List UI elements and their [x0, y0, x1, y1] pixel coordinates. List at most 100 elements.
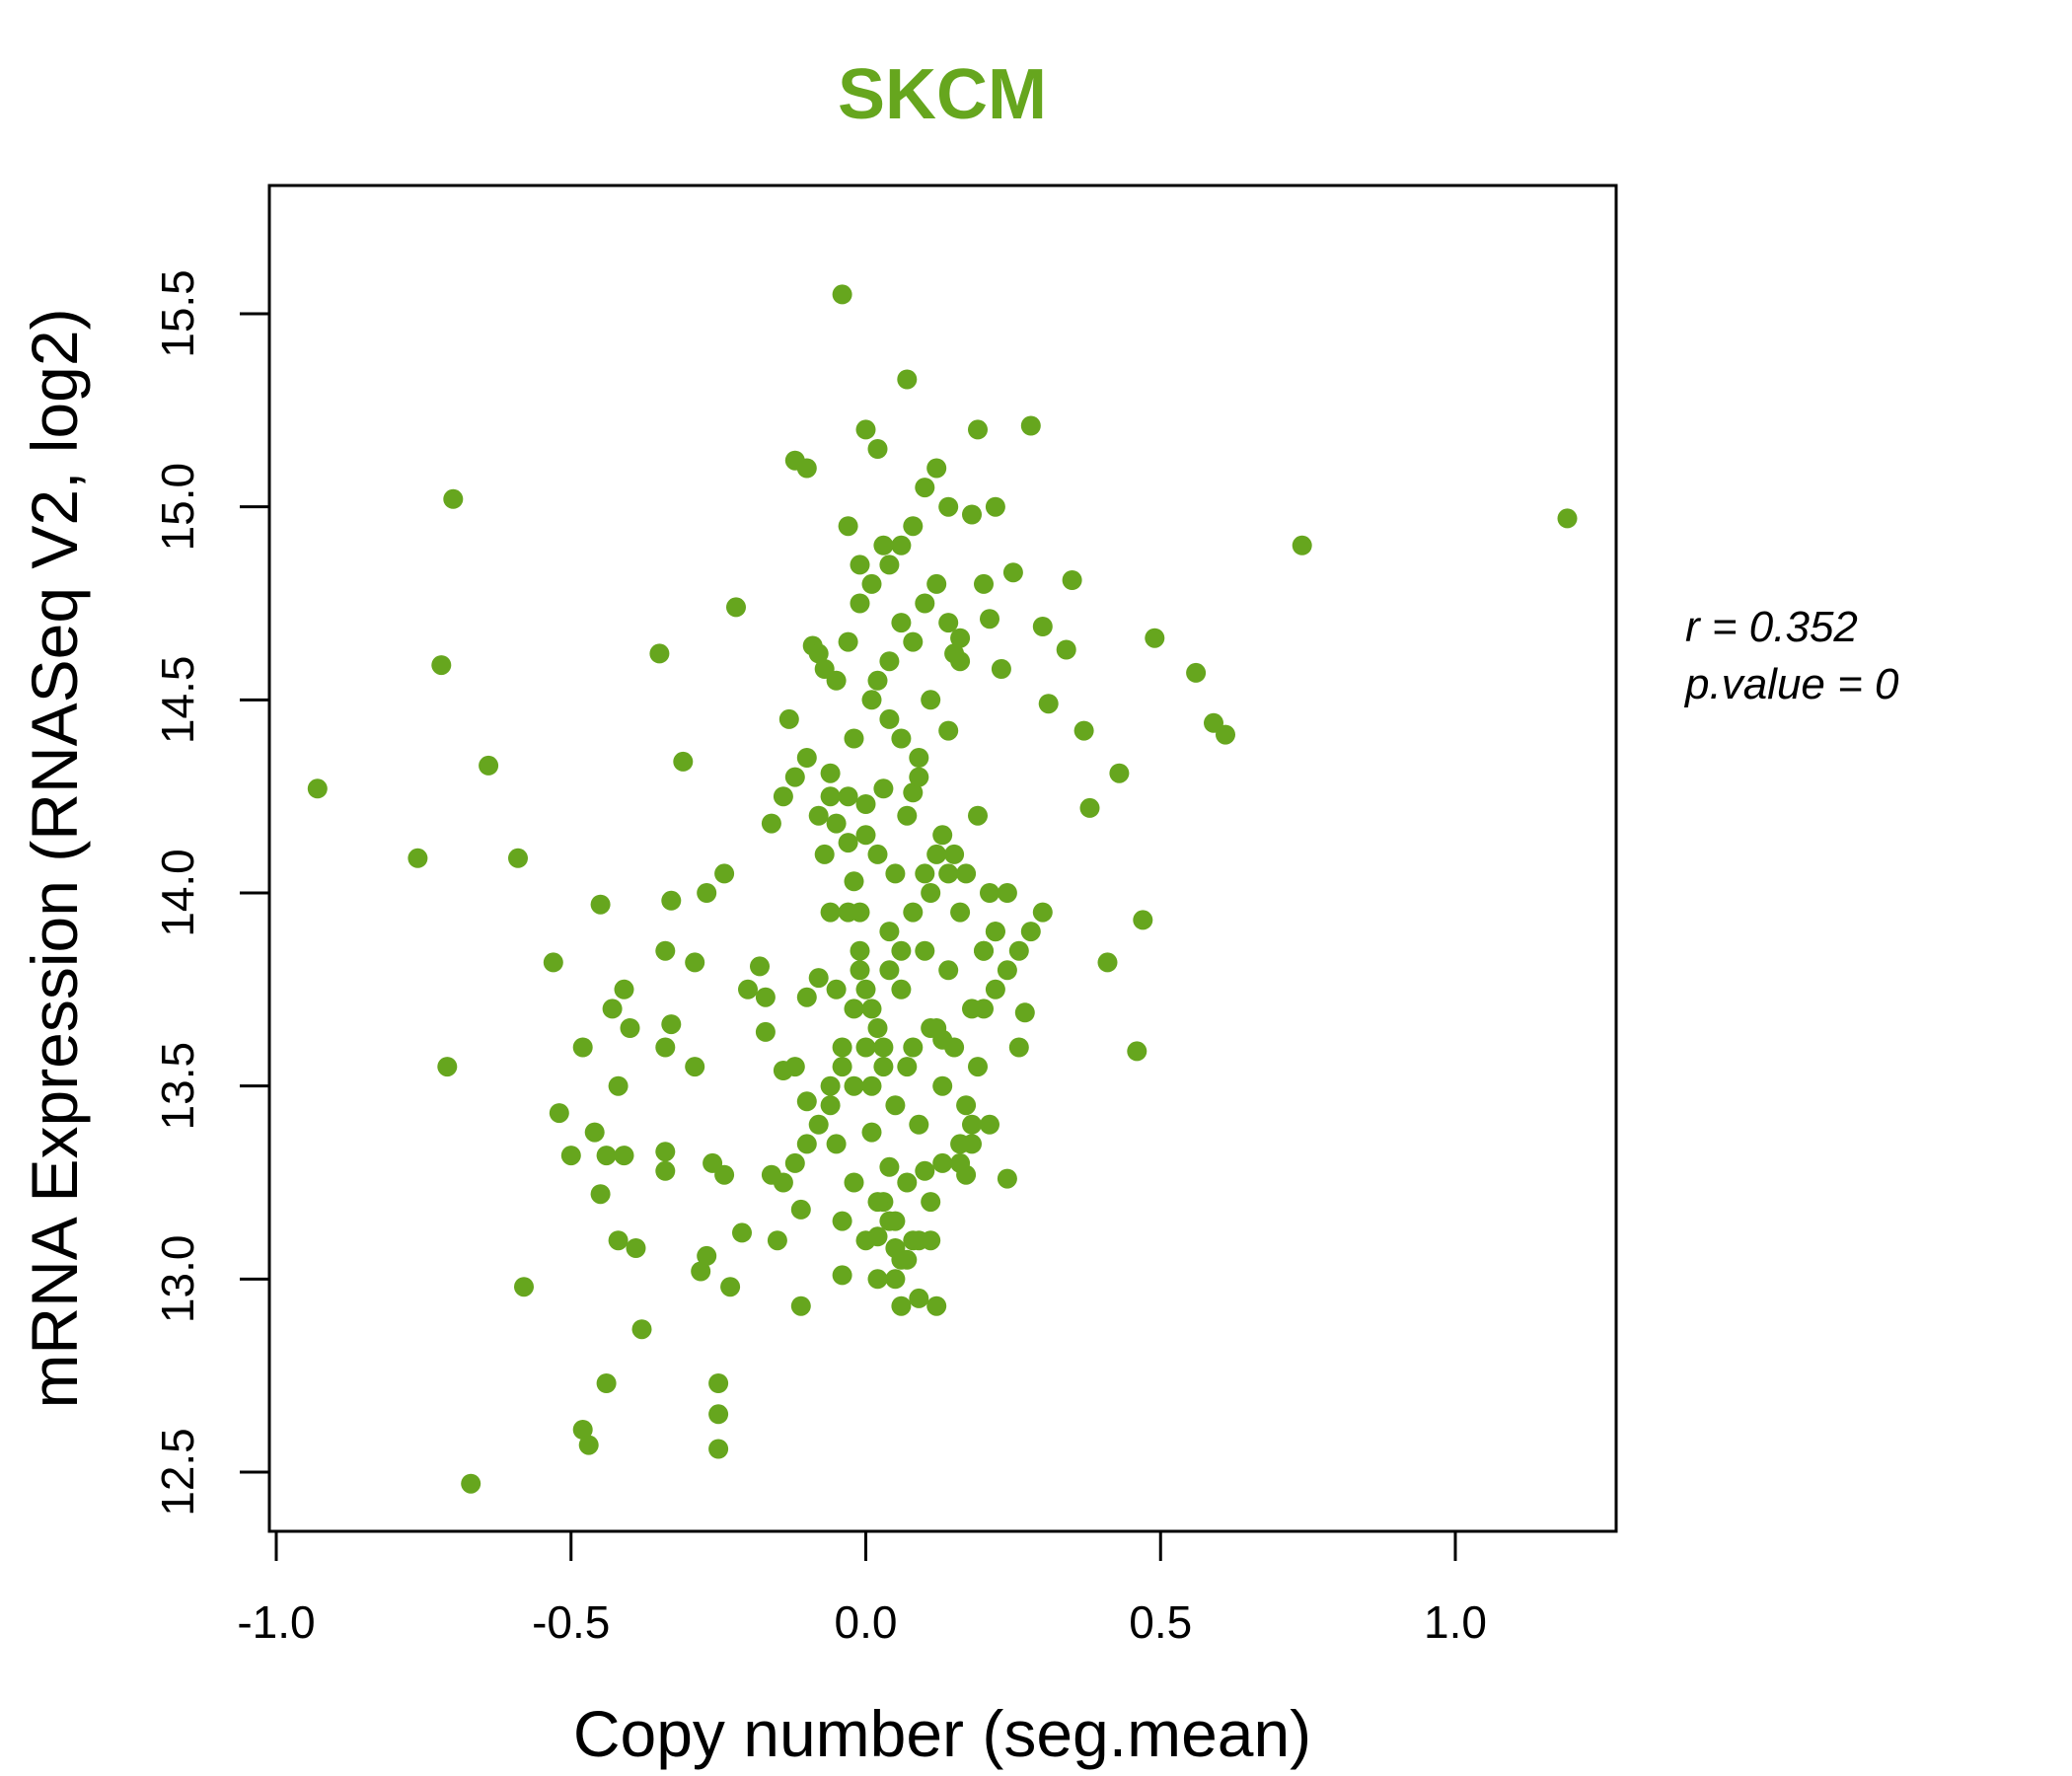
- data-point: [708, 1373, 729, 1393]
- data-point: [867, 1018, 888, 1038]
- data-point: [1109, 763, 1130, 783]
- data-point: [838, 786, 858, 807]
- data-point: [820, 1075, 841, 1096]
- data-point: [407, 848, 428, 868]
- data-point: [826, 813, 847, 834]
- data-point: [879, 960, 900, 981]
- data-point: [950, 628, 971, 648]
- x-axis: -1.0 -0.5 0.0 0.5 1.0: [237, 1529, 1487, 1648]
- data-point: [832, 1265, 852, 1286]
- data-point: [832, 284, 852, 305]
- y-tick-label: 13.0: [152, 1235, 203, 1324]
- y-tick-label: 15.5: [152, 269, 203, 358]
- data-point: [479, 755, 499, 776]
- data-point: [879, 922, 900, 942]
- data-point: [985, 979, 1005, 999]
- data-point: [850, 555, 870, 575]
- data-point: [997, 883, 1017, 903]
- data-point: [873, 535, 894, 555]
- data-point: [755, 987, 776, 1007]
- data-point: [1056, 639, 1076, 660]
- data-point: [767, 1230, 787, 1251]
- data-point: [844, 1075, 864, 1096]
- data-point: [962, 1134, 982, 1154]
- data-point: [508, 848, 528, 868]
- data-point: [808, 968, 829, 989]
- data-point: [861, 999, 882, 1019]
- data-point: [944, 844, 965, 864]
- x-axis-label: Copy number (seg.mean): [573, 1697, 1311, 1770]
- data-point: [903, 1230, 924, 1251]
- data-point: [897, 369, 918, 390]
- data-point: [784, 1152, 805, 1173]
- data-point: [897, 805, 918, 826]
- data-point: [968, 1057, 988, 1077]
- y-axis-label: mRNA Expression (RNASeq V2, log2): [18, 308, 91, 1408]
- data-point: [867, 844, 888, 864]
- data-point: [820, 763, 841, 783]
- data-point: [461, 1473, 481, 1494]
- data-point: [909, 1114, 929, 1135]
- data-point: [832, 1057, 852, 1077]
- data-point: [980, 883, 999, 903]
- data-point: [915, 863, 935, 884]
- data-point: [950, 1152, 971, 1173]
- data-point: [620, 1018, 640, 1038]
- data-point: [903, 631, 924, 652]
- data-point: [608, 1230, 629, 1251]
- data-point: [956, 1095, 977, 1116]
- r-annotation: r = 0.352: [1685, 603, 1858, 651]
- data-point: [560, 1146, 581, 1166]
- data-point: [584, 1122, 605, 1143]
- data-point: [962, 1114, 982, 1135]
- data-point: [903, 516, 924, 537]
- x-tick-label: -0.5: [532, 1596, 610, 1648]
- y-tick-label: 12.5: [152, 1428, 203, 1517]
- data-point: [685, 952, 705, 973]
- data-point: [838, 631, 858, 652]
- data-point: [867, 1192, 888, 1213]
- data-point: [844, 871, 864, 892]
- data-point: [921, 1230, 941, 1251]
- x-tick-label: -1.0: [237, 1596, 315, 1648]
- data-point: [968, 419, 988, 440]
- data-point: [938, 720, 959, 741]
- data-point: [891, 979, 912, 999]
- data-point: [784, 1057, 805, 1077]
- data-point: [885, 863, 906, 884]
- data-point: [655, 1160, 676, 1181]
- data-point: [649, 643, 670, 664]
- data-point: [796, 1091, 817, 1112]
- data-point: [814, 844, 835, 864]
- data-point: [991, 659, 1011, 679]
- data-point: [950, 651, 971, 672]
- data-point: [761, 813, 781, 834]
- data-point: [838, 516, 858, 537]
- data-point: [915, 940, 935, 961]
- data-point: [661, 1014, 682, 1035]
- data-point: [808, 805, 829, 826]
- data-point: [926, 573, 947, 594]
- data-point: [796, 458, 817, 479]
- data-point: [1020, 415, 1041, 436]
- data-point: [855, 1230, 876, 1251]
- data-point: [932, 825, 953, 846]
- chart-title: SKCM: [838, 55, 1047, 134]
- y-axis: 12.5 13.0 13.5 14.0 14.5 15.0 15.5: [152, 269, 271, 1517]
- data-point: [850, 960, 870, 981]
- data-point: [844, 999, 864, 1019]
- data-point: [850, 940, 870, 961]
- data-point: [855, 419, 876, 440]
- data-point: [938, 613, 959, 633]
- data-point: [1127, 1041, 1147, 1062]
- data-point: [897, 1172, 918, 1193]
- data-point: [885, 1095, 906, 1116]
- data-point: [956, 863, 977, 884]
- data-point: [732, 1222, 752, 1243]
- x-tick-label: 0.0: [835, 1596, 898, 1648]
- data-point: [543, 952, 563, 973]
- data-point: [1032, 902, 1053, 923]
- data-point: [714, 863, 735, 884]
- data-point: [1038, 694, 1059, 714]
